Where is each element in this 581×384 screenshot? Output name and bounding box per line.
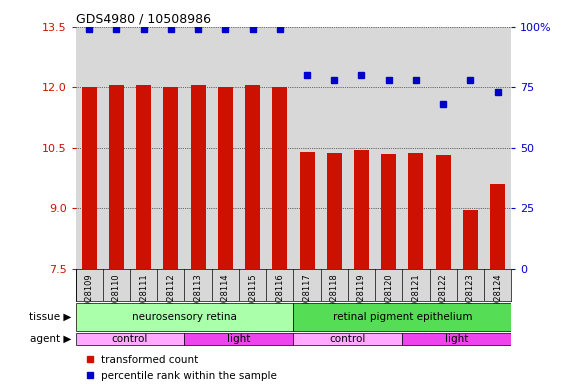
Text: control: control — [329, 334, 366, 344]
Text: neurosensory retina: neurosensory retina — [132, 312, 237, 322]
Text: GSM928120: GSM928120 — [384, 274, 393, 324]
Bar — [490, 184, 505, 269]
Bar — [436, 155, 451, 269]
Text: tissue ▶: tissue ▶ — [29, 312, 71, 322]
Text: GSM928119: GSM928119 — [357, 274, 366, 324]
Text: GSM928117: GSM928117 — [303, 274, 311, 324]
Text: GSM928110: GSM928110 — [112, 274, 121, 324]
Bar — [136, 85, 151, 269]
Bar — [272, 88, 287, 269]
Text: GSM928118: GSM928118 — [330, 274, 339, 324]
Bar — [191, 85, 206, 269]
Text: GSM928116: GSM928116 — [275, 274, 284, 324]
Bar — [82, 88, 96, 269]
Text: GSM928113: GSM928113 — [193, 274, 203, 324]
Text: light: light — [445, 334, 468, 344]
Text: GSM928124: GSM928124 — [493, 274, 502, 324]
Bar — [185, 333, 293, 345]
Text: GSM928112: GSM928112 — [166, 274, 175, 324]
Text: GSM928121: GSM928121 — [411, 274, 421, 324]
Text: GSM928111: GSM928111 — [139, 274, 148, 324]
Bar — [354, 150, 369, 269]
Bar — [327, 153, 342, 269]
Text: control: control — [112, 334, 148, 344]
Bar — [402, 333, 511, 345]
Bar — [218, 88, 233, 269]
Text: GDS4980 / 10508986: GDS4980 / 10508986 — [76, 13, 210, 26]
Bar — [245, 85, 260, 269]
Bar — [76, 303, 293, 331]
Bar — [76, 333, 185, 345]
Bar — [408, 153, 424, 269]
Text: GSM928122: GSM928122 — [439, 274, 448, 324]
Text: GSM928123: GSM928123 — [466, 274, 475, 324]
Legend: transformed count, percentile rank within the sample: transformed count, percentile rank withi… — [81, 351, 281, 384]
Text: retinal pigment epithelium: retinal pigment epithelium — [332, 312, 472, 322]
Bar — [293, 303, 511, 331]
Bar — [163, 88, 178, 269]
Text: GSM928115: GSM928115 — [248, 274, 257, 324]
Bar — [109, 84, 124, 269]
Bar — [381, 154, 396, 269]
Bar — [463, 210, 478, 269]
Text: GSM928114: GSM928114 — [221, 274, 230, 324]
Bar — [293, 333, 402, 345]
Text: agent ▶: agent ▶ — [30, 334, 71, 344]
Bar — [300, 152, 314, 269]
Text: light: light — [227, 334, 250, 344]
Text: GSM928109: GSM928109 — [85, 274, 94, 324]
